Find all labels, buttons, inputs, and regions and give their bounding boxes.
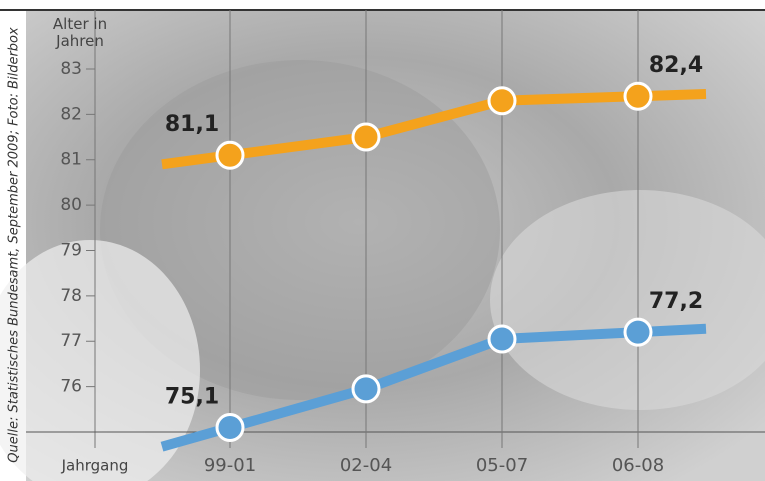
point [489,88,515,114]
data-label: 82,4 [649,53,703,78]
data-label: 75,1 [165,384,219,409]
y-tick-label: 82 [60,104,82,124]
data-label: 77,2 [649,289,703,314]
page: Quelle: Statistisches Bundesamt, Septemb… [0,0,765,481]
y-tick-label: 77 [60,331,82,351]
point [625,83,651,109]
source: Quelle: Statistisches Bundesamt, Septemb… [7,27,22,463]
point [217,142,243,168]
y-tick-label: 81 [60,150,82,170]
y-tick-label: 78 [60,286,82,306]
point [353,376,379,402]
y-axis-title: Alter in Jahren [42,16,118,50]
x-axis-title: Jahrgang [61,457,129,475]
point [353,124,379,150]
point [489,326,515,352]
data-label: 81,1 [165,112,219,137]
y-tick-label: 79 [60,240,82,260]
chart: Quelle: Statistisches Bundesamt, Septemb… [0,0,765,481]
x-tick-label: 99-01 [204,455,256,476]
point [217,414,243,440]
x-tick-label: 06-08 [612,455,664,476]
point [625,319,651,345]
y-tick-label: 83 [60,59,82,79]
y-tick-label: 80 [60,195,82,215]
y-tick-label: 76 [60,377,82,397]
x-tick-label: 05-07 [476,455,528,476]
x-tick-label: 02-04 [340,455,392,476]
